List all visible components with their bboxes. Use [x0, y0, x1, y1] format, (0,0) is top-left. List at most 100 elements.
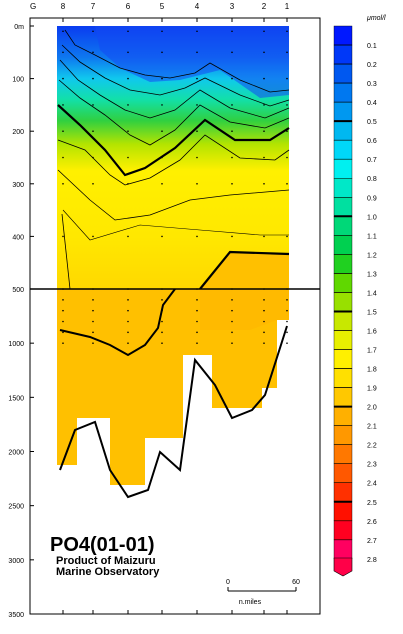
colorbar-cell: [333, 82, 353, 103]
sample-point: [161, 156, 163, 159]
colorbar-cell: [333, 101, 353, 122]
sample-point: [196, 331, 198, 334]
sample-point: [196, 51, 198, 54]
colorbar-cell: [333, 482, 353, 502]
colorbar-cell: [333, 273, 353, 293]
sample-point: [196, 299, 198, 301]
colorbar-level-label: 1.8: [367, 367, 377, 374]
sample-point: [263, 299, 265, 301]
depth-tick-label: 500: [12, 287, 24, 294]
sample-point: [286, 77, 288, 80]
station-prefix-label: G: [30, 2, 36, 11]
sample-point: [161, 183, 163, 185]
sample-point: [196, 130, 198, 132]
colorbar-level-label: 2.2: [367, 443, 377, 450]
colorbar-level-label: 2.6: [367, 519, 377, 526]
colorbar-cell: [333, 520, 353, 541]
sample-point: [263, 30, 265, 33]
plot-area: [30, 26, 320, 499]
depth-tick-label: 100: [12, 77, 24, 84]
colorbar-cell: [333, 178, 353, 198]
sample-point: [161, 309, 163, 312]
sample-point: [196, 342, 198, 344]
colorbar-cell: [333, 292, 353, 312]
sample-point: [231, 320, 233, 323]
colorbar-level-label: 1.9: [367, 386, 377, 393]
sample-point: [127, 309, 129, 312]
upper-contour-line: [57, 169, 290, 221]
sample-point: [286, 299, 288, 301]
sample-point: [286, 51, 288, 54]
colorbar-cell: [333, 406, 353, 426]
sample-point: [231, 235, 233, 238]
sample-point: [92, 342, 94, 344]
sample-point: [263, 235, 265, 238]
colorbar-cell: [333, 197, 353, 217]
colorbar-cell: [333, 311, 353, 331]
sample-point: [62, 156, 64, 159]
colorbar-level-label: 0.3: [367, 81, 377, 88]
colorbar-cell: [333, 501, 353, 521]
colorbar-cell: [333, 425, 353, 445]
sample-point: [92, 156, 94, 159]
colorbar: μmol/l 0.1 0.2 0.3 0.4 0.5 0.6 0.7 0.8 0.9 1.0 1.1 1…: [333, 15, 386, 577]
sample-point: [127, 235, 129, 238]
sample-point: [231, 183, 233, 185]
sample-point: [196, 156, 198, 159]
upper-contour-line: [199, 250, 290, 290]
sample-point: [92, 183, 94, 185]
depth-tick-label: 3000: [8, 558, 24, 565]
sample-point: [196, 104, 198, 106]
station-label: 5: [160, 2, 165, 11]
station-label: 4: [195, 2, 200, 11]
colorbar-arrow: [333, 557, 353, 577]
scale-bar-unit: n.miles: [239, 599, 262, 606]
upper-contour-line: [57, 104, 290, 177]
colorbar-level-label: 0.7: [367, 157, 377, 164]
sample-point: [286, 156, 288, 159]
upper-contour-line: [64, 29, 290, 93]
sample-point: [161, 77, 163, 80]
sample-point: [231, 299, 233, 301]
colorbar-cell: [333, 463, 353, 483]
sample-point: [62, 30, 64, 33]
colorbar-level-label: 0.1: [367, 43, 377, 50]
bottom-profile-line: [59, 325, 288, 499]
sample-point: [62, 183, 64, 185]
upper-contour-line: [61, 213, 71, 290]
colorbar-level-label: 1.5: [367, 309, 377, 316]
sample-point: [92, 309, 94, 312]
sample-point: [286, 130, 288, 132]
scale-bar: 0 60 n.miles: [226, 579, 300, 606]
sample-point: [62, 309, 64, 312]
station-label: 6: [126, 2, 131, 11]
chart-subtitle-line2: Marine Observatory: [56, 566, 160, 578]
sample-point: [263, 156, 265, 159]
colorbar-cell: [333, 25, 353, 46]
sample-point: [161, 235, 163, 238]
colorbar-level-label: 1.0: [367, 214, 377, 221]
colorbar-level-label: 1.6: [367, 328, 377, 335]
colorbar-cell: [333, 44, 353, 65]
sample-point: [127, 156, 129, 159]
station-label: 1: [285, 2, 290, 11]
sample-point: [127, 51, 129, 54]
depth-tick-label: 0m: [14, 24, 24, 31]
sample-point: [231, 309, 233, 312]
colorbar-level-label: 1.2: [367, 252, 377, 259]
sample-point: [92, 235, 94, 238]
colorbar-level-label: 0.2: [367, 62, 377, 69]
sample-point: [286, 30, 288, 33]
sample-point: [127, 342, 129, 344]
sample-point: [263, 77, 265, 80]
sample-point: [62, 130, 64, 132]
sample-point: [92, 30, 94, 33]
depth-tick-label: 400: [12, 234, 24, 241]
sample-point: [62, 104, 64, 106]
upper-high-region: [200, 252, 289, 289]
sample-point: [231, 130, 233, 132]
upper-contour-line: [62, 209, 289, 241]
sample-point: [92, 331, 94, 334]
colorbar-level-label: 2.0: [367, 405, 377, 412]
